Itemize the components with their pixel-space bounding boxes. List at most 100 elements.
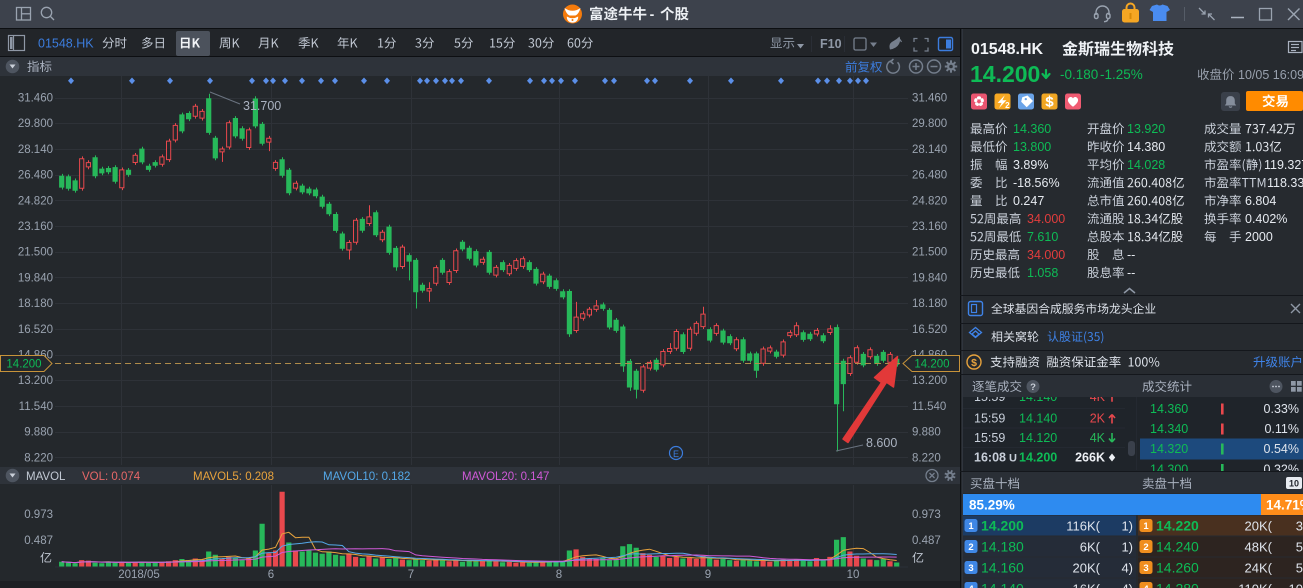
svg-text:3.89%: 3.89% [1013,158,1048,172]
svg-text:14.140: 14.140 [1019,390,1057,404]
svg-text:8.220: 8.220 [24,452,53,464]
svg-text:-0.180: -0.180 [1060,67,1098,82]
svg-text:?: ? [1030,382,1036,393]
svg-text:0.54%: 0.54% [1264,442,1299,456]
svg-text:9.880: 9.880 [24,427,53,439]
svg-text:31.700: 31.700 [243,99,281,113]
svg-text:16.520: 16.520 [912,324,947,336]
svg-text:0.247: 0.247 [1013,194,1044,208]
svg-text:110K(: 110K( [1238,582,1272,588]
svg-text:31.460: 31.460 [912,93,947,105]
svg-text:14.120: 14.120 [1019,431,1057,445]
svg-text:14.160: 14.160 [981,560,1024,576]
svg-text:MAVOL: MAVOL [26,471,66,483]
svg-text:14.360: 14.360 [1013,122,1051,136]
svg-text:10: 10 [1289,479,1299,489]
svg-text:0.973: 0.973 [912,509,941,521]
svg-text:3: 3 [1143,563,1148,574]
svg-text:15:59: 15:59 [974,431,1005,445]
svg-text:MAVOL10: 0.182: MAVOL10: 0.182 [323,471,410,483]
svg-text:4): 4) [1121,561,1133,576]
svg-text:28.140: 28.140 [912,144,947,156]
svg-text:14.300: 14.300 [1150,463,1188,477]
svg-text:34.000: 34.000 [1027,212,1065,226]
svg-text:21.500: 21.500 [18,247,53,259]
svg-text:266K: 266K [1075,451,1105,465]
svg-text:14.140: 14.140 [981,581,1024,588]
svg-text:119.327: 119.327 [1264,158,1303,172]
svg-text:48K(: 48K( [1245,540,1273,555]
svg-text:18.180: 18.180 [912,298,947,310]
svg-text:1): 1) [1121,519,1133,534]
svg-text:0.33%: 0.33% [1264,402,1299,416]
svg-text:14.360: 14.360 [1150,402,1188,416]
svg-text:16.520: 16.520 [18,324,53,336]
svg-text:11.540: 11.540 [19,401,53,413]
svg-text:7: 7 [408,569,414,581]
svg-text:14.140: 14.140 [1019,412,1057,426]
svg-text:29.800: 29.800 [912,118,947,130]
svg-text:10: 10 [1289,582,1303,588]
svg-text:24K(: 24K( [1245,561,1273,576]
svg-text:0.487: 0.487 [24,535,53,547]
svg-text:1: 1 [968,521,974,532]
svg-text:2: 2 [968,542,973,553]
svg-text:18.180: 18.180 [18,298,53,310]
svg-text:3: 3 [968,563,973,574]
svg-text:10/05 16:09: 10/05 16:09 [1238,68,1303,82]
svg-text:1: 1 [1143,521,1149,532]
svg-text:--: -- [1127,248,1135,262]
svg-text:116K(: 116K( [1066,519,1100,534]
svg-text:10: 10 [847,569,860,581]
svg-text:20K(: 20K( [1245,519,1273,534]
svg-text:14.380: 14.380 [1127,140,1165,154]
svg-text:14.71%: 14.71% [1266,498,1303,513]
svg-text:8: 8 [556,569,562,581]
svg-text:U: U [1009,453,1017,465]
svg-text:6: 6 [268,569,274,581]
svg-text:2018/05: 2018/05 [118,569,160,581]
svg-text:1.058: 1.058 [1027,266,1058,280]
svg-text:4: 4 [968,584,974,588]
svg-text:0.973: 0.973 [24,509,53,521]
svg-text:0.487: 0.487 [912,535,941,547]
svg-text:2000: 2000 [1245,230,1273,244]
svg-text:14.200: 14.200 [914,359,949,371]
svg-text:19.840: 19.840 [912,272,947,284]
svg-text:0.11%: 0.11% [1264,422,1299,436]
svg-text:3: 3 [1296,519,1303,534]
svg-text:23.160: 23.160 [912,221,947,233]
svg-text:13.920: 13.920 [1127,122,1165,136]
svg-text:118.333: 118.333 [1267,176,1303,190]
svg-text:5: 5 [1296,561,1303,576]
svg-text:14.200: 14.200 [6,359,41,371]
svg-text:13.200: 13.200 [912,375,947,387]
svg-text:1): 1) [1121,540,1133,555]
svg-text:MAVOL20: 0.147: MAVOL20: 0.147 [462,471,549,483]
svg-text:F10: F10 [820,37,842,51]
svg-text:5: 5 [1296,540,1303,555]
svg-text:14.280: 14.280 [1156,581,1199,588]
svg-text:14.200: 14.200 [970,61,1040,87]
svg-text:14.028: 14.028 [1127,158,1165,172]
svg-text:26.480: 26.480 [912,170,947,182]
svg-text:4: 4 [1143,584,1149,588]
svg-text:85.29%: 85.29% [969,498,1015,513]
svg-text:01548.HK: 01548.HK [971,41,1043,58]
svg-text:11.540: 11.540 [912,401,946,413]
svg-text:20K(: 20K( [1073,561,1101,576]
svg-text:MAVOL5: 0.208: MAVOL5: 0.208 [193,471,274,483]
svg-text:14.320: 14.320 [1150,442,1188,456]
svg-text:2: 2 [1005,101,1010,110]
svg-text:14.220: 14.220 [1156,518,1199,534]
svg-text:7.610: 7.610 [1027,230,1058,244]
svg-text:2: 2 [1143,542,1148,553]
svg-text:34.000: 34.000 [1027,248,1065,262]
svg-text:--: -- [1127,266,1135,280]
svg-text:14.200: 14.200 [1019,451,1057,465]
svg-text:-: - [650,6,655,22]
svg-text:21.500: 21.500 [912,247,947,259]
svg-text:16K(: 16K( [1073,582,1101,588]
svg-text:8.220: 8.220 [912,452,941,464]
svg-text:4): 4) [1121,582,1133,588]
